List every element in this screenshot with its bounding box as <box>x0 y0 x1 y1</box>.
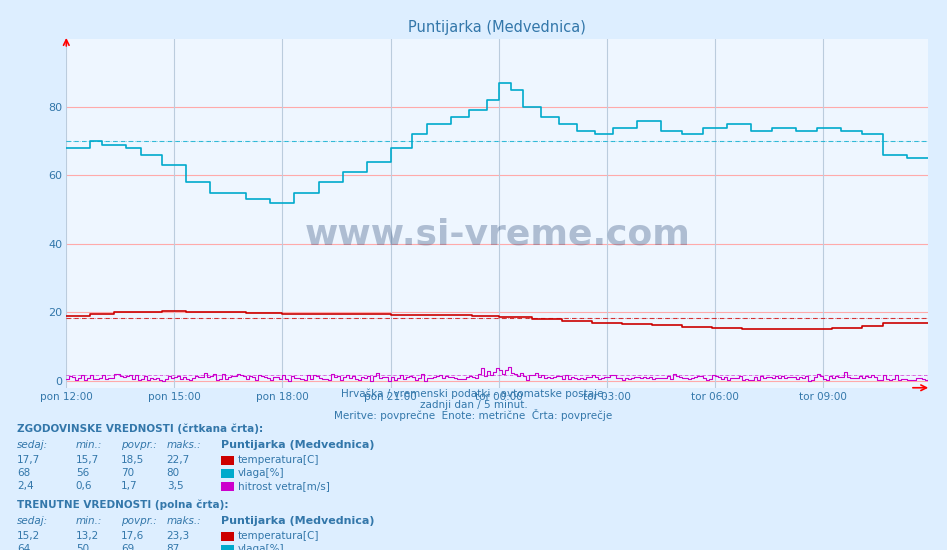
Text: vlaga[%]: vlaga[%] <box>238 468 284 478</box>
Text: 15,7: 15,7 <box>76 455 99 465</box>
Text: povpr.:: povpr.: <box>121 440 157 450</box>
Text: povpr.:: povpr.: <box>121 516 157 526</box>
Text: temperatura[C]: temperatura[C] <box>238 455 319 465</box>
Text: zadnji dan / 5 minut.: zadnji dan / 5 minut. <box>420 400 527 410</box>
Text: Puntijarka (Medvednica): Puntijarka (Medvednica) <box>221 440 374 450</box>
Text: ZGODOVINSKE VREDNOSTI (črtkana črta):: ZGODOVINSKE VREDNOSTI (črtkana črta): <box>17 424 263 434</box>
Text: 0,6: 0,6 <box>76 481 92 492</box>
Text: 64: 64 <box>17 544 30 550</box>
Text: Puntijarka (Medvednica): Puntijarka (Medvednica) <box>221 516 374 526</box>
Text: 15,2: 15,2 <box>17 531 41 541</box>
Text: 69: 69 <box>121 544 134 550</box>
Text: maks.:: maks.: <box>167 440 202 450</box>
Text: 70: 70 <box>121 468 134 478</box>
Text: min.:: min.: <box>76 516 102 526</box>
Text: temperatura[C]: temperatura[C] <box>238 531 319 541</box>
Text: 1,7: 1,7 <box>121 481 138 492</box>
Text: TRENUTNE VREDNOSTI (polna črta):: TRENUTNE VREDNOSTI (polna črta): <box>17 499 228 510</box>
Text: hitrost vetra[m/s]: hitrost vetra[m/s] <box>238 481 330 492</box>
Text: maks.:: maks.: <box>167 516 202 526</box>
Text: 17,6: 17,6 <box>121 531 145 541</box>
Text: 13,2: 13,2 <box>76 531 99 541</box>
Text: 23,3: 23,3 <box>167 531 190 541</box>
Text: 17,7: 17,7 <box>17 455 41 465</box>
Text: min.:: min.: <box>76 440 102 450</box>
Text: 56: 56 <box>76 468 89 478</box>
Text: 80: 80 <box>167 468 180 478</box>
Text: 87: 87 <box>167 544 180 550</box>
Title: Puntijarka (Medvednica): Puntijarka (Medvednica) <box>408 20 586 35</box>
Text: 2,4: 2,4 <box>17 481 34 492</box>
Text: 18,5: 18,5 <box>121 455 145 465</box>
Text: Hrvaška / vremenski podatki - avtomatske postaje.: Hrvaška / vremenski podatki - avtomatske… <box>341 389 606 399</box>
Text: 50: 50 <box>76 544 89 550</box>
Text: sedaj:: sedaj: <box>17 516 48 526</box>
Text: 68: 68 <box>17 468 30 478</box>
Text: 3,5: 3,5 <box>167 481 184 492</box>
Text: sedaj:: sedaj: <box>17 440 48 450</box>
Text: vlaga[%]: vlaga[%] <box>238 544 284 550</box>
Text: www.si-vreme.com: www.si-vreme.com <box>304 217 690 251</box>
Text: 22,7: 22,7 <box>167 455 190 465</box>
Text: Meritve: povprečne  Enote: metrične  Črta: povprečje: Meritve: povprečne Enote: metrične Črta:… <box>334 409 613 421</box>
